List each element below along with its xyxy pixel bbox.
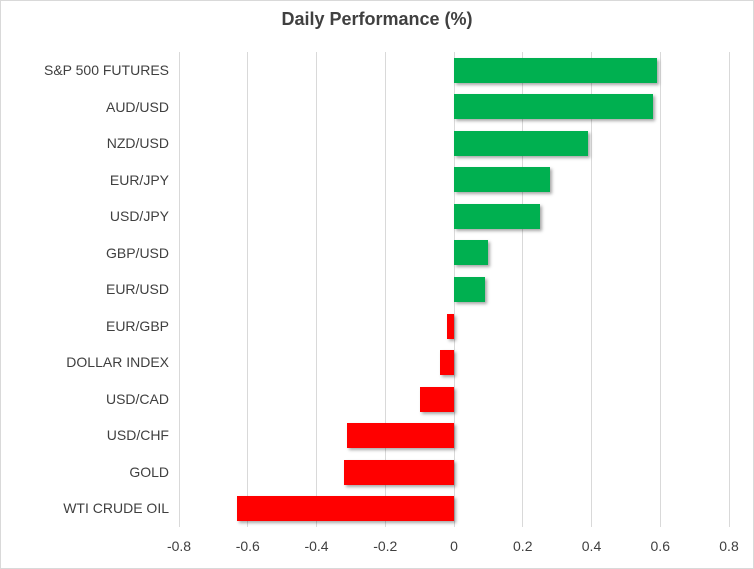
category-label: NZD/USD <box>106 135 169 152</box>
category-label: EUR/GBP <box>105 317 169 334</box>
gridline <box>384 52 386 527</box>
bar-aud-usd <box>454 94 654 120</box>
bar-wti-crude-oil <box>237 496 454 522</box>
x-tick-label: 0.4 <box>581 538 602 554</box>
gridline <box>247 52 249 527</box>
bar-nzd-usd <box>454 130 589 156</box>
category-label: GBP/USD <box>105 244 169 261</box>
category-label: WTI CRUDE OIL <box>63 500 169 517</box>
bar-usd-jpy <box>454 203 540 229</box>
bar-usd-chf <box>347 423 454 449</box>
x-tick-label: -0.4 <box>304 538 329 554</box>
category-label: DOLLAR INDEX <box>66 354 169 371</box>
x-tick-label: 0.8 <box>719 538 739 554</box>
gridline <box>316 52 317 527</box>
x-tick-label: -0.6 <box>235 538 260 554</box>
bar-gbp-usd <box>454 240 489 266</box>
bar-eur-jpy <box>454 167 551 193</box>
bar-dollar-index <box>440 350 454 376</box>
gridline <box>659 52 661 527</box>
category-label: EUR/JPY <box>109 171 169 188</box>
bar-eur-usd <box>454 277 485 302</box>
x-tick-label: -0.8 <box>166 538 192 554</box>
gridline <box>178 52 180 527</box>
category-label: USD/CAD <box>105 390 169 407</box>
x-tick-label: 0.2 <box>513 538 533 554</box>
category-label: USD/JPY <box>109 208 169 225</box>
gridline <box>591 52 592 527</box>
category-label: S&P 500 FUTURES <box>43 62 169 78</box>
gridline <box>728 52 730 527</box>
category-label: USD/CHF <box>106 427 169 444</box>
x-tick-label: -0.2 <box>373 538 398 554</box>
gridline <box>522 52 524 527</box>
category-label: GOLD <box>129 463 169 480</box>
category-label: EUR/USD <box>105 281 169 298</box>
bar-s-p-500-futures <box>454 57 657 83</box>
x-tick-label: 0 <box>450 538 458 554</box>
bar-gold <box>344 459 454 485</box>
x-tick-label: 0.6 <box>650 538 670 554</box>
chart-title: Daily Performance (%) <box>281 9 473 29</box>
bar-usd-cad <box>419 386 454 412</box>
bar-eur-gbp <box>447 313 454 339</box>
category-label: AUD/USD <box>105 98 169 115</box>
